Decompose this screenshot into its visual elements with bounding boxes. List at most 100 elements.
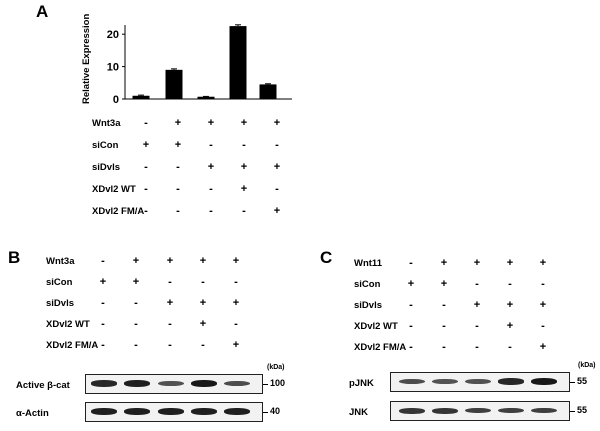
blot-band xyxy=(399,407,425,414)
kda-label-b: (kDa) xyxy=(267,364,285,371)
bar xyxy=(229,26,247,100)
bar xyxy=(197,96,215,99)
blot-band xyxy=(91,408,117,415)
treatment-symbol: + xyxy=(174,139,182,151)
treatment-symbol: - xyxy=(101,297,105,309)
mw-label: 100 xyxy=(270,378,286,388)
treatment-symbol: + xyxy=(273,161,281,173)
y-tick-label: 20 xyxy=(107,29,119,41)
treatment-symbol: - xyxy=(541,320,545,332)
treatment-symbol: + xyxy=(506,299,514,311)
treatment-symbol: - xyxy=(541,278,545,290)
treatment-symbol: + xyxy=(240,117,248,129)
treatment-symbol: + xyxy=(132,276,140,288)
mw-label: 55 xyxy=(577,405,588,415)
treatment-symbol: + xyxy=(273,117,281,129)
blot-label: α-Actin xyxy=(16,408,49,419)
treatment-symbol: - xyxy=(409,257,413,269)
blot-band xyxy=(498,378,524,385)
treatment-symbol: - xyxy=(475,341,479,353)
treatment-label: Wnt3a xyxy=(92,118,121,129)
treatment-symbol: + xyxy=(232,339,240,351)
treatment-symbol: - xyxy=(508,278,512,290)
treatment-symbol: - xyxy=(176,161,180,173)
blot-band xyxy=(531,407,557,414)
panel-label-b: B xyxy=(8,248,21,267)
treatment-symbol: - xyxy=(475,320,479,332)
treatment-symbol: - xyxy=(168,276,172,288)
panel-label-a: A xyxy=(36,2,49,21)
treatment-symbol: + xyxy=(539,299,547,311)
treatment-symbol: + xyxy=(166,255,174,267)
treatment-symbol: - xyxy=(201,276,205,288)
treatment-symbol: + xyxy=(407,278,415,290)
mw-label: 40 xyxy=(270,406,281,416)
treatment-symbol: - xyxy=(409,320,413,332)
treatment-symbol: + xyxy=(207,117,215,129)
treatment-label: siCon xyxy=(46,277,73,288)
bar xyxy=(259,84,277,99)
treatment-symbol: + xyxy=(174,117,182,129)
treatment-label: XDvl2 WT xyxy=(354,321,398,332)
blot-band xyxy=(432,407,458,414)
mw-tick xyxy=(263,384,268,385)
treatment-symbol: + xyxy=(539,341,547,353)
blot-band xyxy=(465,378,491,385)
treatment-symbol: + xyxy=(473,299,481,311)
treatment-symbol: - xyxy=(409,341,413,353)
treatment-symbol: + xyxy=(166,297,174,309)
blot-strip xyxy=(390,401,570,421)
treatment-symbol: - xyxy=(442,299,446,311)
treatment-symbol: - xyxy=(134,318,138,330)
treatment-symbol: - xyxy=(409,299,413,311)
treatment-symbol: - xyxy=(442,341,446,353)
treatment-symbol: + xyxy=(440,278,448,290)
treatment-symbol: + xyxy=(240,183,248,195)
blot-band xyxy=(191,408,217,415)
mw-label: 55 xyxy=(577,376,588,386)
treatment-symbol: + xyxy=(232,255,240,267)
treatment-symbol: - xyxy=(101,339,105,351)
treatment-symbol: - xyxy=(508,341,512,353)
blot-label: Active β-cat xyxy=(16,380,70,391)
treatment-symbol: - xyxy=(201,339,205,351)
treatment-symbol: + xyxy=(232,297,240,309)
panel-label-c: C xyxy=(320,248,333,267)
treatment-symbol: - xyxy=(234,318,238,330)
treatment-symbol: - xyxy=(134,339,138,351)
blot-band xyxy=(91,380,117,387)
treatment-symbol: - xyxy=(442,320,446,332)
treatment-symbol: - xyxy=(101,318,105,330)
treatment-label: Wnt11 xyxy=(354,258,382,269)
treatment-label: XDvl2 FM/A xyxy=(46,340,99,351)
blot-band xyxy=(224,408,250,415)
treatment-symbol: - xyxy=(176,205,180,217)
treatment-symbol: - xyxy=(234,276,238,288)
treatment-symbol: - xyxy=(134,297,138,309)
bar xyxy=(132,95,150,99)
treatment-symbol: - xyxy=(168,339,172,351)
treatment-label: XDvl2 FM/A xyxy=(92,206,145,217)
treatment-symbol: - xyxy=(144,183,148,195)
treatment-symbol: - xyxy=(144,205,148,217)
blot-band xyxy=(124,408,150,415)
treatment-symbol: - xyxy=(275,139,279,151)
treatment-label: siDvls xyxy=(92,162,120,173)
treatment-symbol: + xyxy=(506,257,514,269)
blot-strip xyxy=(390,372,570,392)
treatment-symbol: - xyxy=(101,255,105,267)
mw-tick xyxy=(570,382,575,383)
blot-strip xyxy=(85,402,263,422)
treatment-label: siCon xyxy=(354,279,381,290)
treatment-label: Wnt3a xyxy=(46,256,75,267)
treatment-label: siDvls xyxy=(354,300,382,311)
treatment-symbol: + xyxy=(199,297,207,309)
bar xyxy=(165,69,183,99)
blot-label: pJNK xyxy=(349,378,374,389)
treatment-symbol: + xyxy=(142,139,150,151)
treatment-label: XDvl2 FM/A xyxy=(354,342,407,353)
blot-band xyxy=(432,378,458,385)
y-tick-label: 0 xyxy=(113,94,119,106)
treatment-label: siCon xyxy=(92,140,119,151)
treatment-label: XDvl2 WT xyxy=(46,319,90,330)
